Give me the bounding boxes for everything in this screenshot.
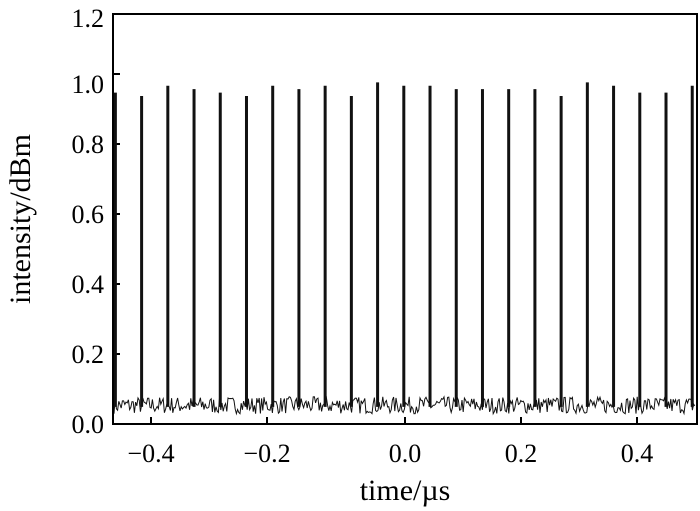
- x-tick-label-0: −0.4: [127, 439, 174, 468]
- x-tick-labels: −0.4 −0.2 0.0 0.2 0.4: [127, 439, 653, 468]
- y-tick-labels: 0.0 0.2 0.4 0.6 0.8 1.0 1.2: [72, 4, 105, 439]
- y-tick-label-5: 1.0: [72, 70, 105, 99]
- y-tick-label-1: 0.2: [72, 340, 105, 369]
- y-tick-label-6: 1.2: [72, 4, 105, 33]
- x-tick-label-4: 0.4: [621, 439, 654, 468]
- y-tick-label-3: 0.6: [72, 200, 105, 229]
- baseline-noise-trace: [113, 395, 696, 416]
- x-axis-label: time/µs: [360, 474, 451, 507]
- x-tick-label-3: 0.2: [505, 439, 538, 468]
- pulse-series: [113, 82, 694, 407]
- x-ticks: [150, 417, 638, 424]
- y-axis-label: intensity/dBm: [4, 134, 37, 304]
- x-tick-label-1: −0.2: [243, 439, 290, 468]
- y-tick-label-2: 0.4: [72, 270, 105, 299]
- y-tick-label-4: 0.8: [72, 130, 105, 159]
- plot-frame: [112, 13, 698, 425]
- x-tick-label-2: 0.0: [389, 439, 422, 468]
- y-tick-label-0: 0.0: [72, 410, 105, 439]
